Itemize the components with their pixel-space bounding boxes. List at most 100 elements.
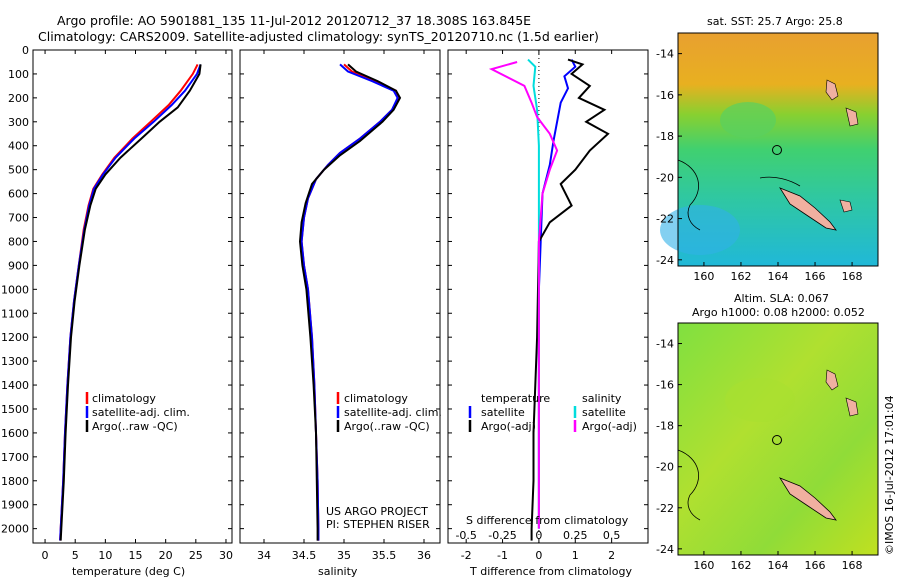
x-tick-label: 20 (159, 549, 173, 562)
lon-tick-label: 168 (842, 270, 863, 283)
header-line-2: Climatology: CARS2009. Satellite-adjuste… (38, 29, 599, 44)
series-line (298, 63, 402, 541)
depth-tick-label: 1400 (1, 379, 29, 392)
salinity-legend: climatology satellite-adj. clim. Argo(..… (336, 392, 442, 433)
x-tick-label: 0 (42, 549, 49, 562)
sst-map (660, 32, 879, 267)
salinity-xlabel: salinity (318, 565, 358, 578)
depth-tick-label: 500 (8, 164, 29, 177)
x-tick-label: 35.5 (372, 549, 397, 562)
lat-tick-label: -22 (656, 213, 674, 226)
series-line (530, 58, 610, 541)
difference-legend: temperature satellite Argo(-adj) salinit… (468, 392, 637, 433)
difference-panel-frame (447, 49, 649, 544)
map-axes: 160 162 164 166 168 -14 -16 -18 -20 -22 -24 160 162 1… (656, 48, 863, 572)
x-tick-label: 25 (189, 549, 203, 562)
x-tick-label: -1 (497, 549, 508, 562)
loyalty-island (839, 199, 853, 213)
lon-tick-label: 160 (693, 559, 714, 572)
legend-satellite: satellite-adj. clim. (92, 406, 190, 419)
depth-tick-label: 1500 (1, 403, 29, 416)
lon-tick-label: 164 (768, 270, 789, 283)
temperature-xlabel: temperature (deg C) (72, 565, 185, 578)
temperature-panel-frame (32, 49, 233, 544)
s-tick-label: -0.25 (488, 529, 516, 542)
lat-tick-label: -22 (656, 502, 674, 515)
x-tick-label: 10 (98, 549, 112, 562)
sla-map (677, 322, 879, 556)
x-tick-label: 34 (257, 549, 271, 562)
lon-tick-label: 162 (730, 559, 751, 572)
legend-argo: Argo(..raw -QC) (92, 420, 178, 433)
t-diff-label: T difference from climatology (469, 565, 632, 578)
argo-location-marker (772, 145, 782, 155)
depth-tick-label: 1900 (1, 499, 29, 512)
depth-tick-label: 800 (8, 235, 29, 248)
x-tick-label: -2 (461, 549, 472, 562)
depth-tick-label: 0 (22, 44, 29, 57)
new-caledonia-island (779, 477, 837, 521)
lat-tick-label: -20 (656, 171, 674, 184)
header-line-1: Argo profile: AO 5901881_135 11-Jul-2012… (57, 13, 531, 28)
depth-tick-label: 1000 (1, 283, 29, 296)
x-tick-label: 1 (572, 549, 579, 562)
map1-title: sat. SST: 25.7 Argo: 25.8 (707, 15, 843, 28)
series-line (59, 63, 199, 541)
s-tick-label: 0.25 (563, 529, 588, 542)
lon-tick-label: 166 (805, 270, 826, 283)
salinity-plot: 34 34.5 35 35.5 36 (257, 50, 431, 562)
lat-tick-label: -18 (656, 130, 674, 143)
temperature-plot: 0 5 10 15 20 25 30 (42, 50, 233, 562)
lat-tick-label: -16 (656, 379, 674, 392)
legend-climatology: climatology (92, 392, 156, 405)
series-line (59, 64, 202, 541)
salinity-panel-frame (239, 49, 441, 544)
lat-tick-label: -14 (656, 48, 674, 61)
depth-tick-label: 700 (8, 212, 29, 225)
x-tick-label: 5 (72, 549, 79, 562)
x-tick-label: 35 (337, 549, 351, 562)
x-tick-label: 30 (219, 549, 233, 562)
legend-temperature-title: temperature (481, 392, 550, 405)
vanuatu-island (825, 79, 839, 101)
legend-climatology: climatology (344, 392, 408, 405)
legend-satellite: satellite-adj. clim. (344, 406, 442, 419)
lat-tick-label: -24 (656, 543, 674, 556)
sla-field (678, 323, 878, 555)
lon-tick-label: 168 (842, 559, 863, 572)
depth-tick-label: 1700 (1, 451, 29, 464)
depth-tick-label: 1200 (1, 331, 29, 344)
depth-tick-label: 1100 (1, 307, 29, 320)
lat-tick-label: -16 (656, 89, 674, 102)
lon-tick-label: 164 (768, 559, 789, 572)
depth-tick-label: 600 (8, 188, 29, 201)
s-tick-label: 0 (535, 529, 542, 542)
legend-s-satellite: satellite (582, 406, 626, 419)
map2-title-line1: Altim. SLA: 0.067 (734, 292, 829, 305)
sla-patch (725, 378, 795, 422)
depth-tick-label: 2000 (1, 523, 29, 536)
imos-stamp: ©IMOS 16-Jul-2012 17:01:04 (883, 395, 896, 555)
depth-tick-label: 900 (8, 259, 29, 272)
map2-title-line2: Argo h1000: 0.08 h2000: 0.052 (692, 306, 865, 319)
depth-tick-label: 400 (8, 140, 29, 153)
sst-patch (720, 102, 776, 138)
vanuatu-island (845, 397, 859, 417)
lat-tick-label: -14 (656, 338, 674, 351)
argo-location-marker (772, 435, 782, 445)
x-tick-label: 15 (129, 549, 143, 562)
depth-tick-label: 1600 (1, 427, 29, 440)
s-tick-label: 0.5 (603, 529, 621, 542)
legend-salinity-title: salinity (582, 392, 622, 405)
temperature-legend: climatology satellite-adj. clim. Argo(..… (85, 392, 190, 433)
lon-tick-label: 166 (805, 559, 826, 572)
contour-line (677, 159, 701, 231)
legend-argo: Argo(..raw -QC) (344, 420, 430, 433)
s-diff-label: S difference from climatology (466, 514, 629, 527)
lat-tick-label: -24 (656, 254, 674, 267)
legend-s-argo: Argo(-adj) (582, 420, 637, 433)
series-line (488, 61, 559, 529)
new-caledonia-island (779, 187, 837, 231)
difference-plot: -2 -1 0 1 2 -0.5 -0.25 0 0.25 0.5 (455, 50, 620, 562)
